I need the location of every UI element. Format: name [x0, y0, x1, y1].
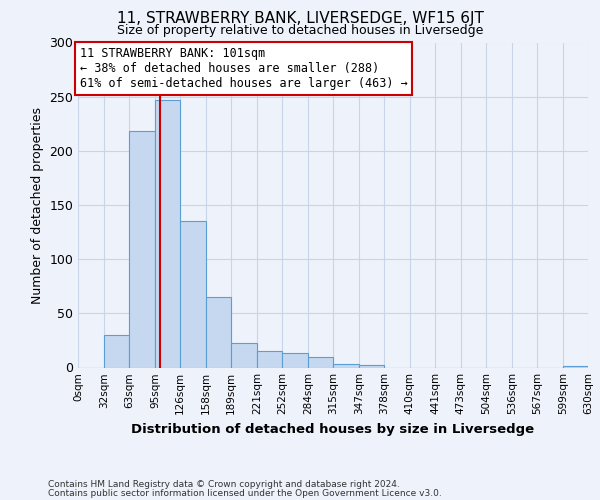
- Bar: [155, 100, 180, 367]
- Y-axis label: Number of detached properties: Number of detached properties: [31, 106, 44, 304]
- Bar: [282, 354, 308, 368]
- Bar: [308, 356, 333, 368]
- Bar: [359, 366, 384, 368]
- Bar: [104, 335, 129, 368]
- Bar: [180, 221, 206, 368]
- Text: 11 STRAWBERRY BANK: 101sqm
← 38% of detached houses are smaller (288)
61% of sem: 11 STRAWBERRY BANK: 101sqm ← 38% of deta…: [80, 47, 407, 90]
- Text: Contains public sector information licensed under the Open Government Licence v3: Contains public sector information licen…: [48, 489, 442, 498]
- Text: Size of property relative to detached houses in Liversedge: Size of property relative to detached ho…: [117, 24, 483, 37]
- Bar: [231, 342, 257, 367]
- Text: 11, STRAWBERRY BANK, LIVERSEDGE, WF15 6JT: 11, STRAWBERRY BANK, LIVERSEDGE, WF15 6J…: [116, 11, 484, 26]
- Bar: [563, 366, 588, 368]
- Bar: [129, 132, 155, 368]
- Bar: [206, 297, 231, 368]
- Text: Contains HM Land Registry data © Crown copyright and database right 2024.: Contains HM Land Registry data © Crown c…: [48, 480, 400, 489]
- X-axis label: Distribution of detached houses by size in Liversedge: Distribution of detached houses by size …: [131, 423, 535, 436]
- Bar: [257, 351, 282, 368]
- Bar: [333, 364, 359, 368]
